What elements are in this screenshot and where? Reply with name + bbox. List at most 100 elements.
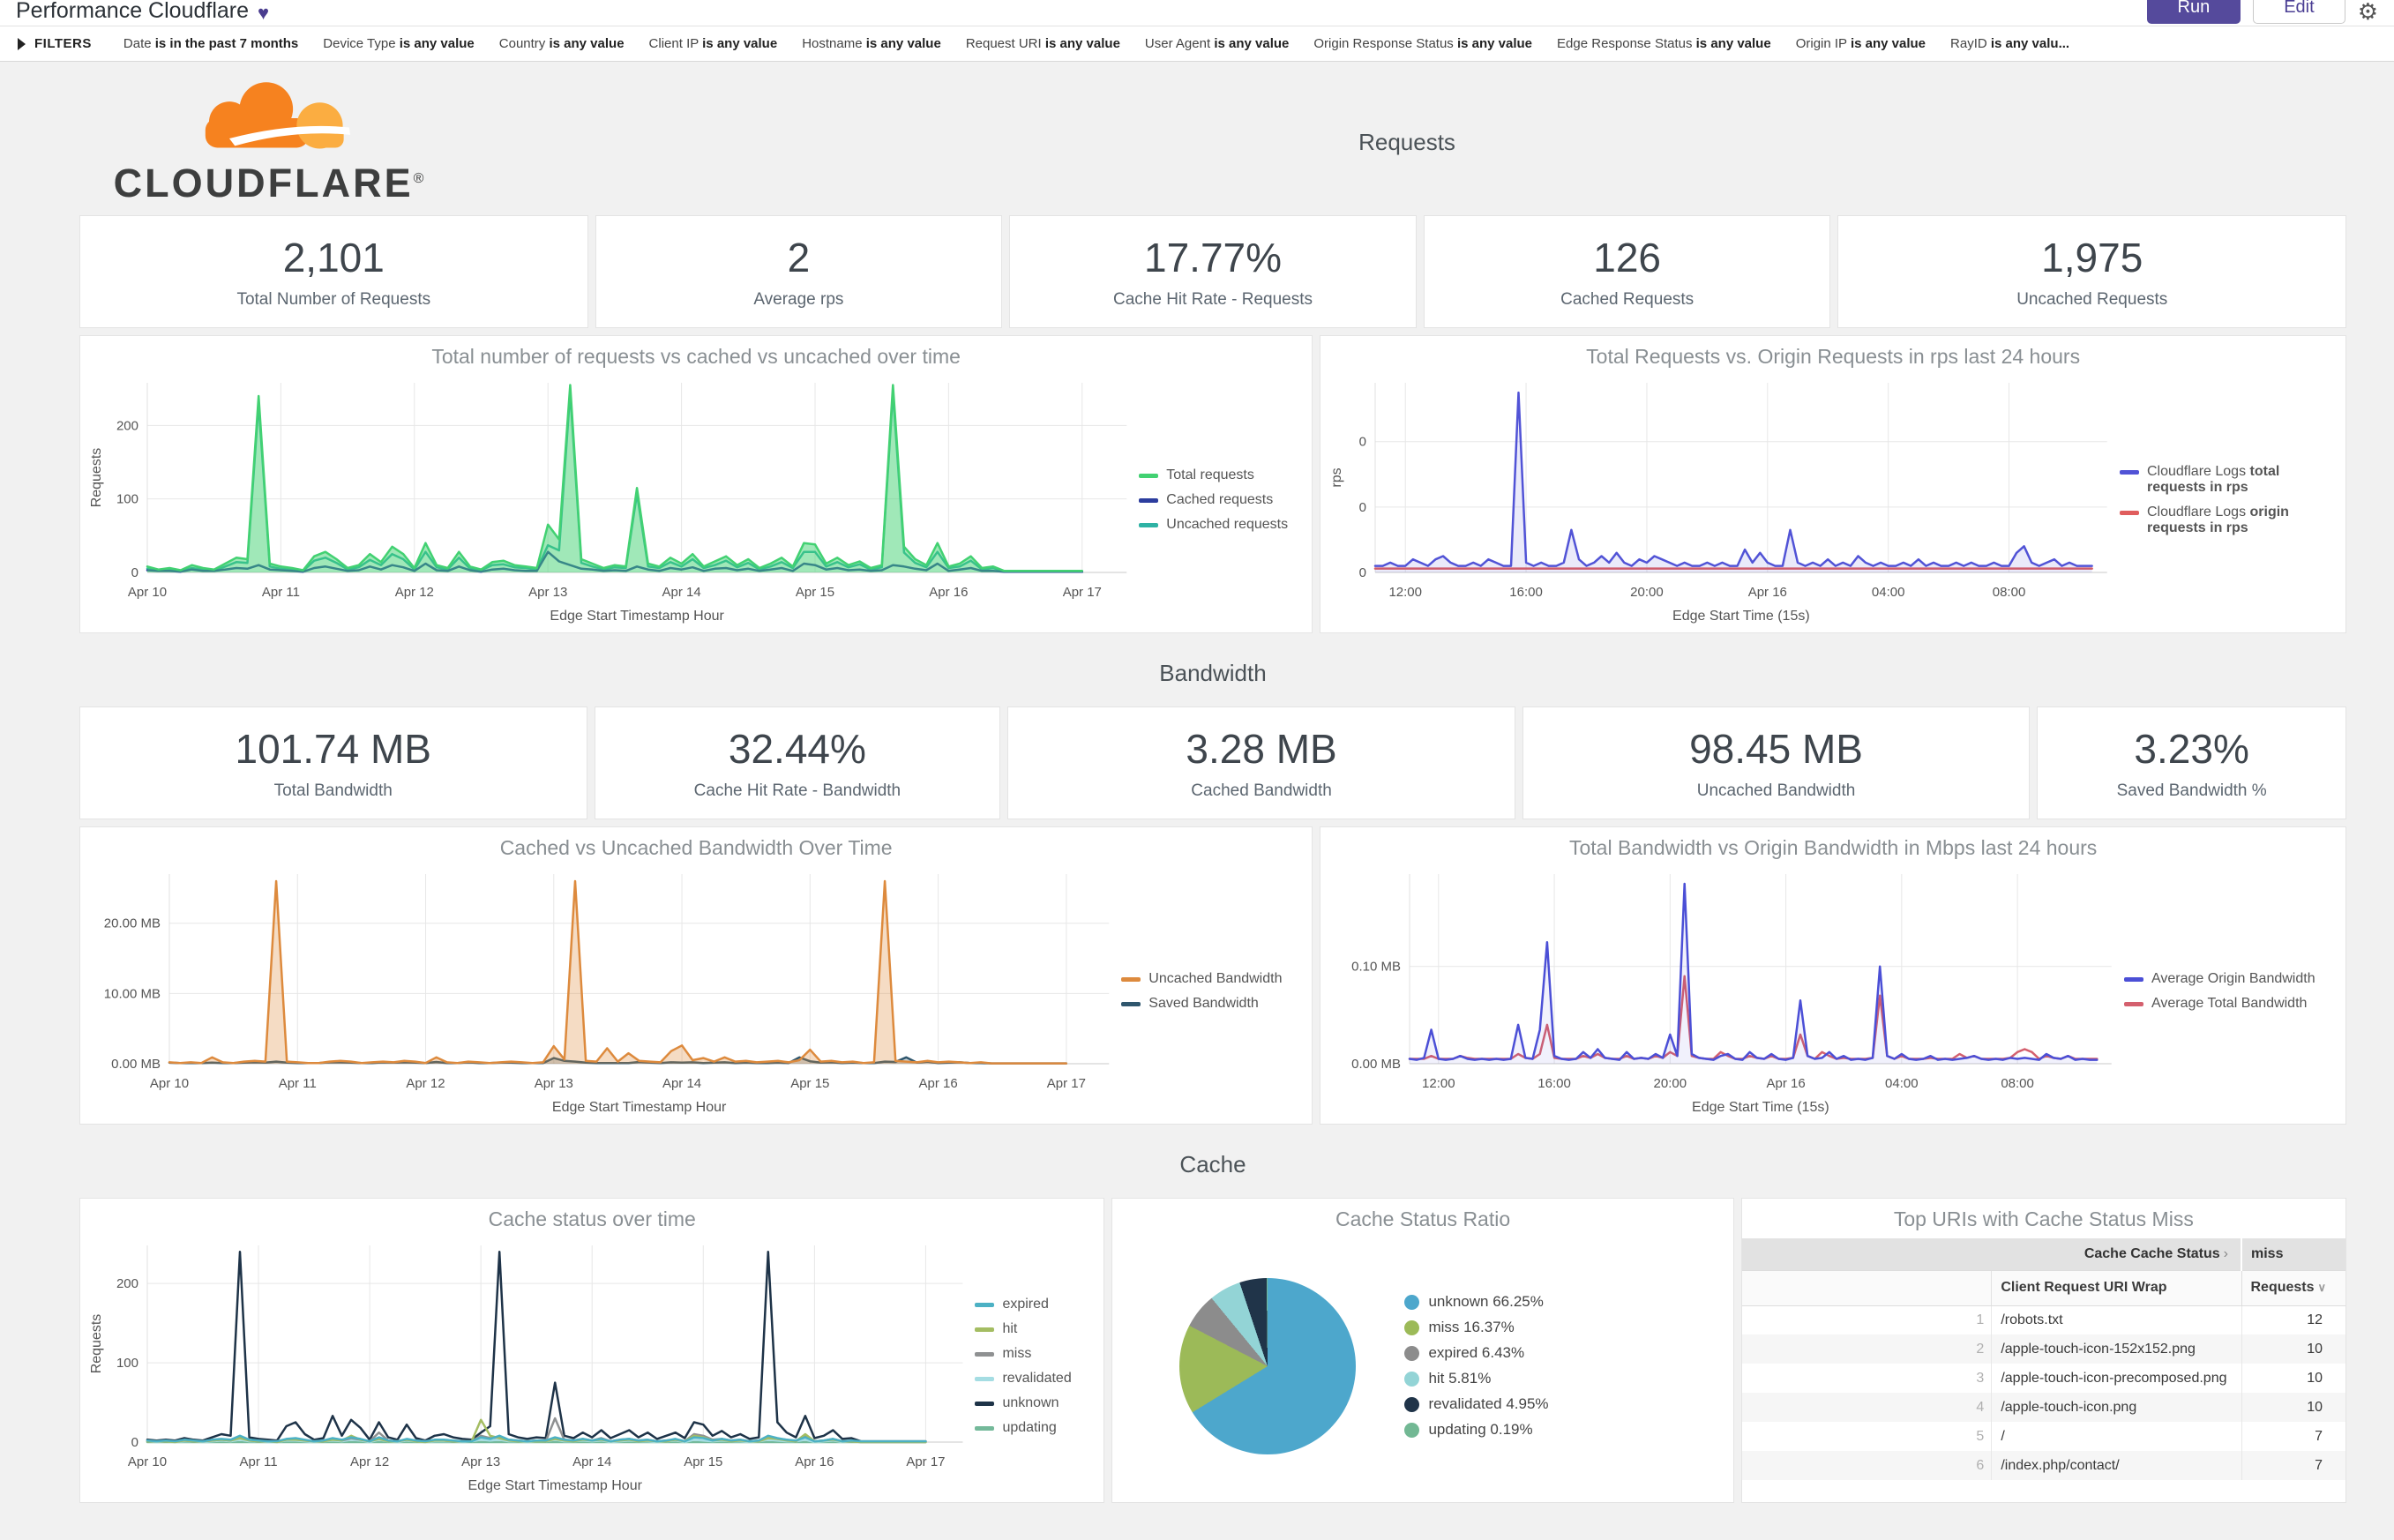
filter-item[interactable]: Device Type is any value [323,35,475,51]
filter-item[interactable]: Date is in the past 7 months [123,35,299,51]
filters-toggle[interactable]: FILTERS [18,36,92,51]
chart-total-vs-origin-rps[interactable]: Total Requests vs. Origin Requests in rp… [1320,335,2346,633]
requests-kpi-row: 2,101 Total Number of Requests 2 Average… [79,215,2347,328]
legend-dot [1404,1319,1420,1335]
filter-item[interactable]: Request URI is any value [965,35,1120,51]
page-title: Performance Cloudflare [16,0,250,23]
filter-item[interactable]: Client IP is any value [648,35,778,51]
cloudflare-cloud-icon [205,82,350,149]
edit-button[interactable]: Edit [2253,0,2345,24]
column-header-requests[interactable]: Requests ∨ [2241,1269,2345,1306]
pie-legend-item[interactable]: hit 5.81% [1404,1370,1548,1387]
section-heading-requests: Requests [1358,128,1455,155]
svg-text:08:00: 08:00 [2001,1076,2035,1091]
svg-text:Edge Start Timestamp Hour: Edge Start Timestamp Hour [550,609,724,624]
svg-text:08:00: 08:00 [1993,585,2026,600]
table-row[interactable]: 2/apple-touch-icon-152x152.png 10 [1741,1334,2345,1364]
pie-legend-item[interactable]: revalidated 4.95% [1404,1395,1549,1413]
cache-status-pie[interactable] [1179,1277,1357,1454]
cloudflare-wordmark: CLOUDFLARE [113,161,414,206]
legend-item[interactable]: revalidated [975,1371,1091,1387]
total-vs-origin-rps-plot[interactable]: 0 0 0 12:00 16:00 20:00 Apr 16 04:00 08:00 Edge S… [1326,370,2120,629]
svg-text:Apr 13: Apr 13 [461,1454,500,1469]
kpi-cached-bandwidth: 3.28 MB Cached Bandwidth [1007,706,1515,819]
section-heading-bandwidth: Bandwidth [1159,660,1267,686]
svg-text:Apr 13: Apr 13 [528,585,567,600]
filter-item[interactable]: Edge Response Status is any value [1557,35,1771,51]
legend-item[interactable]: Cached requests [1139,492,1299,508]
chart-requests-over-time[interactable]: Total number of requests vs cached vs un… [79,335,1313,633]
legend-item[interactable]: expired [975,1297,1091,1312]
legend-item[interactable]: Average Total Bandwidth [2124,996,2333,1012]
svg-text:Edge Start Time (15s): Edge Start Time (15s) [1672,609,1810,624]
svg-text:16:00: 16:00 [1510,585,1544,600]
legend-item[interactable]: Average Origin Bandwidth [2124,971,2333,987]
pie-legend-item[interactable]: expired 6.43% [1404,1344,1548,1362]
legend-item[interactable]: Cloudflare Logs total requests in rps [2120,464,2333,496]
chart-cached-vs-uncached-bandwidth[interactable]: Cached vs Uncached Bandwidth Over Time 0… [79,826,1313,1125]
legend-item[interactable]: Uncached requests [1139,517,1299,533]
gear-icon[interactable]: ⚙ [2357,0,2378,25]
chart-cache-status-ratio[interactable]: Cache Status Ratio unknown 66.25% miss 16… [1111,1198,1734,1503]
svg-text:Apr 15: Apr 15 [796,585,834,600]
caret-right-icon [18,37,26,50]
cache-status-over-time-plot[interactable]: 0 100 200 Apr 10 Apr 11 Apr 12 Apr 13 Apr 14 Apr… [86,1233,975,1499]
chart-legend: expired hit miss revalidated unknown updating [975,1233,1098,1499]
legend-dot [1404,1345,1420,1361]
table-row[interactable]: 5/7 [1742,1422,2345,1451]
svg-text:Requests: Requests [89,1314,104,1374]
pie-legend-item[interactable]: updating 0.19% [1404,1421,1548,1439]
svg-text:04:00: 04:00 [1885,1076,1919,1091]
chart-total-vs-origin-bandwidth[interactable]: Total Bandwidth vs Origin Bandwidth in M… [1320,826,2346,1125]
column-header-uri[interactable]: Client Request URI Wrap [1991,1269,2241,1306]
filter-item[interactable]: Origin IP is any value [1795,35,1926,51]
svg-text:12:00: 12:00 [1389,585,1423,600]
legend-swatch [2120,510,2139,515]
svg-text:Apr 10: Apr 10 [128,1454,167,1469]
svg-text:200: 200 [116,418,138,433]
chart-cache-status-over-time[interactable]: Cache status over time 0 100 200 Apr 10 Apr … [79,1198,1105,1503]
table-row[interactable]: 3/apple-touch-icon-precomposed.png 10 [1742,1364,2345,1393]
svg-text:Apr 12: Apr 12 [350,1454,389,1469]
kpi-average-rps: 2 Average rps [595,215,1003,328]
legend-swatch [1121,976,1141,982]
total-vs-origin-bandwidth-plot[interactable]: 0.00 MB 0.10 MB 12:00 16:00 20:00 Apr 16 04:00… [1326,862,2124,1120]
pivot-header[interactable]: Cache Cache Status › [1741,1238,2241,1270]
legend-dot [1404,1294,1420,1310]
legend-item[interactable]: Total requests [1139,467,1299,483]
section-heading-cache: Cache [1179,1151,1246,1177]
svg-text:Apr 17: Apr 17 [1047,1076,1086,1091]
run-button[interactable]: Run [2146,0,2241,24]
filter-item[interactable]: RayID is any valu... [1950,35,2070,51]
legend-item[interactable]: updating [975,1420,1091,1436]
legend-item[interactable]: miss [975,1346,1091,1362]
requests-over-time-plot[interactable]: 0 100 200 Apr 10 Apr 11 Apr 12 Apr 13 Apr 14 Apr… [86,370,1139,629]
legend-swatch [1121,1001,1141,1006]
legend-item[interactable]: Saved Bandwidth [1121,996,1299,1012]
svg-text:Apr 12: Apr 12 [406,1076,445,1091]
chevron-right-icon: › [2223,1245,2228,1261]
heart-icon: ♥ [258,1,270,24]
kpi-total-requests: 2,101 Total Number of Requests [79,215,588,328]
svg-text:Apr 14: Apr 14 [572,1454,611,1469]
svg-text:0: 0 [131,565,138,580]
filter-item[interactable]: User Agent is any value [1144,35,1290,51]
pie-legend-item[interactable]: unknown 66.25% [1404,1293,1548,1311]
legend-item[interactable]: unknown [975,1395,1091,1411]
pie-legend-item[interactable]: miss 16.37% [1404,1319,1548,1336]
svg-text:0.00 MB: 0.00 MB [111,1057,161,1072]
svg-text:Apr 15: Apr 15 [790,1076,829,1091]
filter-item[interactable]: Origin Response Status is any value [1313,35,1533,51]
svg-text:Apr 17: Apr 17 [906,1454,945,1469]
filter-item[interactable]: Country is any value [498,35,625,51]
table-row[interactable]: 6/index.php/contact/7 [1741,1451,2345,1480]
legend-item[interactable]: Cloudflare Logs origin requests in rps [2120,505,2333,536]
legend-swatch [2124,1001,2143,1006]
legend-item[interactable]: hit [975,1321,1091,1337]
table-row[interactable]: 1/robots.txt 12 [1742,1305,2345,1334]
legend-item[interactable]: Uncached Bandwidth [1121,971,1299,987]
pivot-value[interactable]: miss [2241,1238,2345,1270]
filter-item[interactable]: Hostname is any value [802,35,941,51]
table-row[interactable]: 4/apple-touch-icon.png 10 [1741,1393,2345,1422]
cached-vs-uncached-bandwidth-plot[interactable]: 0.00 MB 10.00 MB 20.00 MB Apr 10 Apr 11 Apr 1… [86,862,1121,1120]
